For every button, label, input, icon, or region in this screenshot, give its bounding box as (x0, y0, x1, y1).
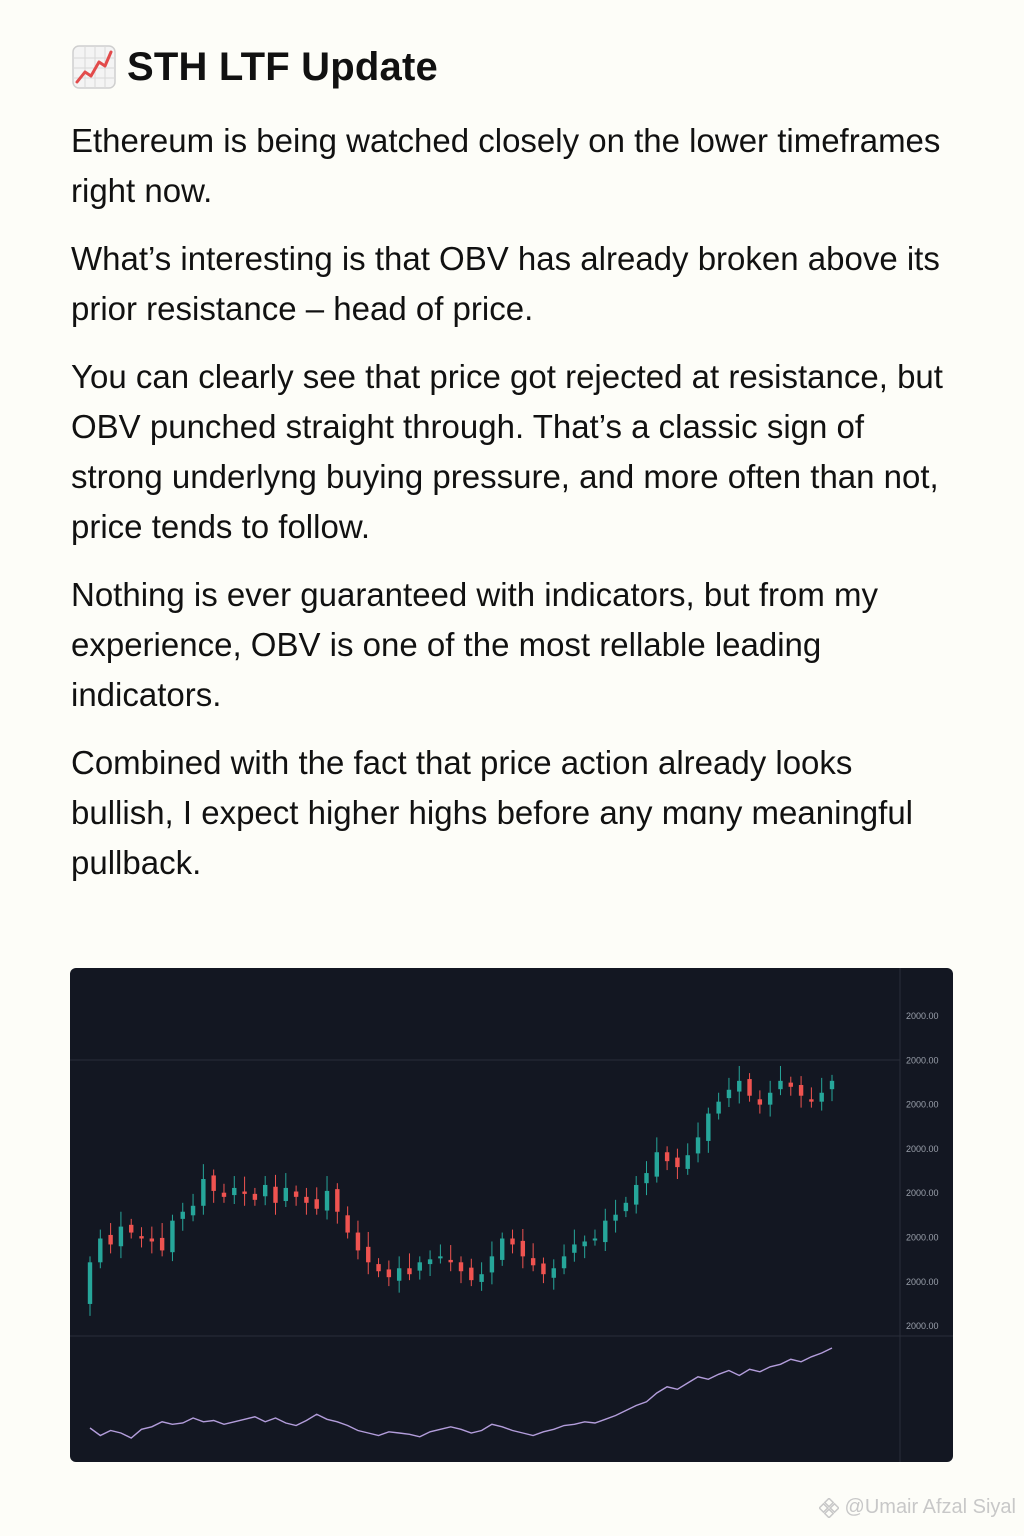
candle (407, 1268, 412, 1275)
candle (767, 1092, 773, 1105)
y-tick-label: 2000.00 (906, 1321, 939, 1331)
y-tick-label: 2000.00 (906, 1011, 939, 1021)
candle (530, 1258, 536, 1266)
post-paragraph: Nothing is ever guaranteed with indicato… (71, 576, 879, 713)
candle (149, 1238, 155, 1242)
candle (438, 1256, 443, 1259)
binance-square-icon (818, 1497, 839, 1518)
candle (273, 1186, 278, 1203)
candle (726, 1089, 732, 1099)
chart-increasing-icon (72, 45, 116, 89)
candle (376, 1264, 381, 1272)
candle (417, 1262, 422, 1271)
candle (500, 1238, 505, 1260)
candle (139, 1236, 144, 1239)
y-tick-label: 2000.00 (906, 1188, 939, 1198)
candle (458, 1262, 464, 1272)
candle (798, 1085, 804, 1096)
candle (355, 1232, 361, 1251)
post-paragraph: Combined with the fact that price action… (71, 744, 913, 881)
candle (335, 1189, 340, 1212)
candle (232, 1187, 237, 1196)
candle (304, 1196, 309, 1203)
candle (829, 1080, 835, 1090)
candle (582, 1241, 587, 1247)
watermark-text: @Umair Afzal Siyal (844, 1496, 1016, 1518)
candle (613, 1214, 618, 1221)
candle (623, 1202, 629, 1212)
candle (479, 1274, 484, 1282)
candle (129, 1224, 134, 1233)
candle (644, 1173, 649, 1184)
candle (592, 1238, 598, 1241)
y-tick-label: 2000.00 (906, 1100, 939, 1110)
candle (427, 1259, 433, 1265)
candle (809, 1099, 814, 1102)
candle (283, 1187, 289, 1202)
candle (716, 1101, 721, 1114)
candle (221, 1192, 227, 1197)
candle (386, 1269, 392, 1278)
candle (159, 1237, 165, 1251)
candle (685, 1155, 690, 1169)
candle (98, 1238, 103, 1263)
y-tick-label: 2000.00 (906, 1233, 939, 1243)
candle (695, 1137, 701, 1154)
candle (293, 1191, 299, 1197)
post-paragraph: Ethereum is being watched closely on the… (71, 122, 941, 209)
candle (633, 1184, 639, 1205)
candle (541, 1263, 546, 1275)
post-paragraph: You can clearly see that price got rejec… (71, 358, 943, 545)
post-title: STH LTF Update (127, 44, 438, 89)
watermark: @Umair Afzal Siyal (818, 1496, 1016, 1519)
y-tick-label: 2000.00 (906, 1277, 939, 1287)
post-title-row: STH LTF Update (71, 44, 951, 90)
candle (170, 1220, 175, 1253)
candle (747, 1079, 752, 1096)
candle (706, 1113, 711, 1141)
candle (561, 1256, 567, 1269)
candle (551, 1268, 556, 1278)
candle (778, 1080, 783, 1090)
candle (664, 1152, 670, 1162)
candle (788, 1082, 793, 1087)
candle (510, 1238, 515, 1245)
candle (118, 1226, 124, 1247)
candle (190, 1205, 196, 1216)
candle (252, 1193, 258, 1200)
candle (737, 1080, 742, 1092)
candle (819, 1092, 824, 1102)
candle (489, 1256, 495, 1273)
candle (757, 1099, 763, 1105)
candle (469, 1267, 474, 1281)
candle (603, 1220, 608, 1243)
candle (572, 1244, 577, 1253)
y-tick-label: 2000.00 (906, 1055, 939, 1065)
price-chart-svg: 2000.00 2000.00 2000.00 2000.00 2000.00 2000.… (70, 968, 953, 1462)
candle (675, 1157, 680, 1168)
candle (108, 1234, 113, 1245)
candle (345, 1215, 350, 1233)
candle (314, 1199, 319, 1209)
candle (520, 1240, 526, 1257)
candle (654, 1152, 660, 1177)
candle (87, 1262, 93, 1304)
candle (366, 1246, 371, 1263)
price-chart: 2000.00 2000.00 2000.00 2000.00 2000.00 2000.… (70, 968, 953, 1462)
candle (396, 1268, 402, 1281)
candle (262, 1184, 268, 1197)
post-paragraph: What’s interesting is that OBV has alrea… (71, 240, 940, 327)
candle (211, 1175, 216, 1191)
obv-line (89, 1347, 833, 1439)
post: STH LTF Update Ethereum is being watched… (71, 44, 951, 906)
candle (324, 1190, 330, 1211)
candle (448, 1259, 453, 1263)
candle (242, 1191, 247, 1194)
y-tick-label: 2000.00 (906, 1144, 939, 1154)
candle (201, 1179, 206, 1206)
candle (180, 1211, 185, 1219)
